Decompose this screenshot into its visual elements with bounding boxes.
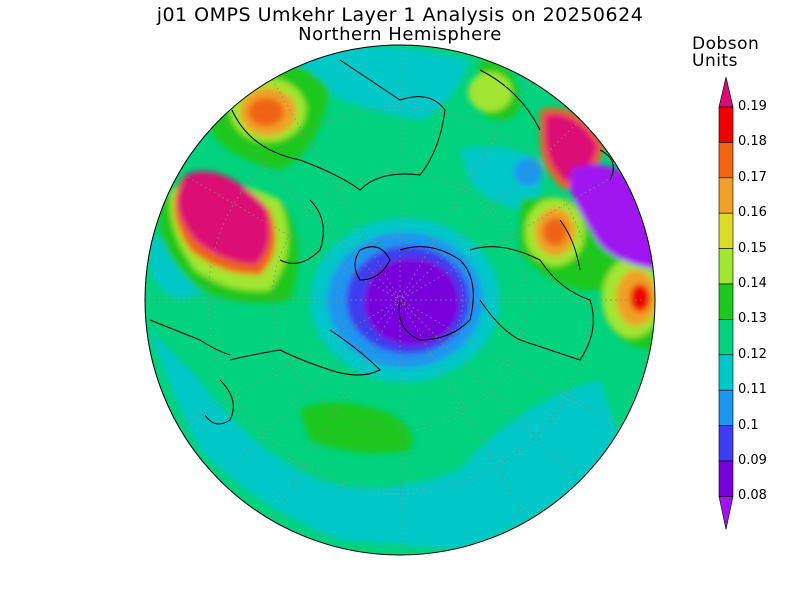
colorbar-segment xyxy=(718,319,734,356)
colorbar-tick-label: 0.18 xyxy=(738,134,767,150)
colorbar-tick-label: 0.17 xyxy=(738,169,767,185)
colorbar-tick-label: 0.08 xyxy=(738,488,767,504)
ozone-field xyxy=(145,45,655,555)
colorbar-segment xyxy=(718,106,734,143)
map-subtitle: Northern Hemisphere xyxy=(298,24,502,45)
colorbar-tick-label: 0.09 xyxy=(738,453,767,468)
colorbar-segment xyxy=(718,212,734,249)
colorbar-segment xyxy=(718,425,734,462)
colorbar-segment xyxy=(718,354,734,391)
colorbar-segment xyxy=(718,389,734,426)
colorbar-tick-label: 0.1 xyxy=(738,417,759,433)
map-title: j01 OMPS Umkehr Layer 1 Analysis on 2025… xyxy=(156,4,644,26)
colorbar-segment xyxy=(718,142,734,179)
colorbar-tick-label: 0.13 xyxy=(738,311,767,327)
colorbar-tick-label: 0.19 xyxy=(738,99,767,114)
colorbar-tick-label: 0.14 xyxy=(738,276,767,291)
colorbar-segment xyxy=(718,460,734,497)
coastlines xyxy=(149,59,614,425)
colorbar-bottom-arrow xyxy=(718,496,734,530)
colorbar-tick-label: 0.12 xyxy=(738,346,767,362)
colorbar-title-line1: Dobson xyxy=(692,34,760,54)
colorbar-tick-label: 0.16 xyxy=(738,205,767,221)
colorbar-tick-label: 0.15 xyxy=(738,240,767,256)
colorbar-tick-label: 0.11 xyxy=(738,382,767,398)
colorbar-title-line2: Units xyxy=(692,51,738,71)
colorbar-top-arrow xyxy=(718,76,734,108)
colorbar-segment xyxy=(718,248,734,285)
colorbar-segment xyxy=(718,177,734,214)
colorbar-segment xyxy=(718,283,734,320)
map-border xyxy=(144,44,656,556)
